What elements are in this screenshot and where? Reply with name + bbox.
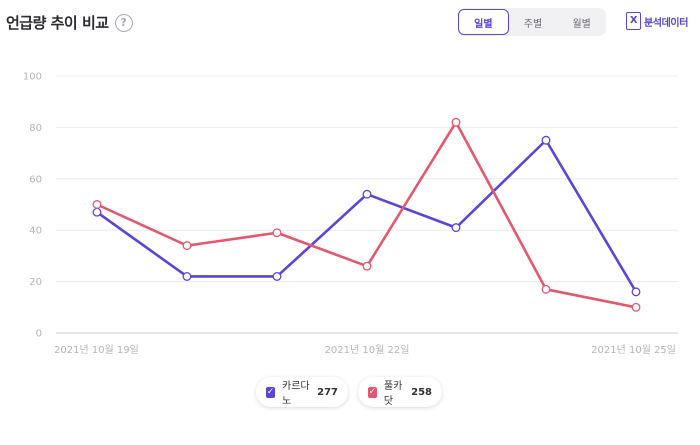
data-point [362, 261, 372, 271]
data-point [541, 284, 551, 294]
period-toggle: 일별 주별 월별 [458, 8, 606, 36]
legend-item-series-2[interactable]: ✓ 풀카닷 258 [358, 377, 442, 407]
help-icon[interactable]: ? [114, 13, 133, 32]
y-tick-label: 20 [29, 277, 42, 288]
data-point [451, 223, 461, 233]
legend-series-count: 277 [317, 386, 338, 398]
tab-weekly[interactable]: 주별 [523, 18, 543, 30]
tab-monthly[interactable]: 월별 [572, 18, 591, 30]
x-tick-label: 2021년 10월 25일 [591, 344, 676, 356]
data-point [451, 117, 461, 127]
y-tick-label: 60 [29, 174, 42, 185]
data-point [272, 272, 282, 281]
x-tick-label: 2021년 10월 19일 [54, 344, 139, 356]
data-point [92, 207, 102, 217]
y-tick-label: 40 [29, 226, 42, 237]
legend-series-count: 258 [411, 386, 432, 398]
legend-item-series-1[interactable]: ✓ 카르다노 277 [256, 377, 348, 407]
data-point [631, 302, 641, 312]
y-tick-label: 0 [36, 329, 42, 340]
legend-series-name: 풀카닷 [383, 381, 403, 407]
series-line [95, 120, 638, 309]
export-data-button[interactable]: X 분석데이터 [626, 12, 688, 30]
checkbox-icon: ✓ [266, 386, 275, 398]
export-data-label: 분석데이터 [644, 17, 689, 29]
x-tick-label: 2021년 10월 22일 [325, 344, 410, 356]
tab-daily[interactable]: 일별 [458, 9, 509, 35]
data-point [272, 228, 282, 238]
y-tick-label: 100 [23, 72, 42, 83]
data-point [182, 272, 192, 281]
chart-header: 언급량 추이 비교 ? [6, 12, 133, 33]
data-point [631, 287, 641, 297]
checkbox-icon: ✓ [368, 386, 377, 398]
chart-title: 언급량 추이 비교 [6, 14, 109, 32]
data-point [362, 189, 372, 199]
excel-icon: X [626, 12, 641, 30]
data-point [92, 200, 102, 209]
legend-series-name: 카르다노 [282, 381, 310, 407]
y-tick-label: 80 [29, 123, 42, 134]
data-point [182, 241, 192, 251]
data-point [541, 135, 551, 145]
